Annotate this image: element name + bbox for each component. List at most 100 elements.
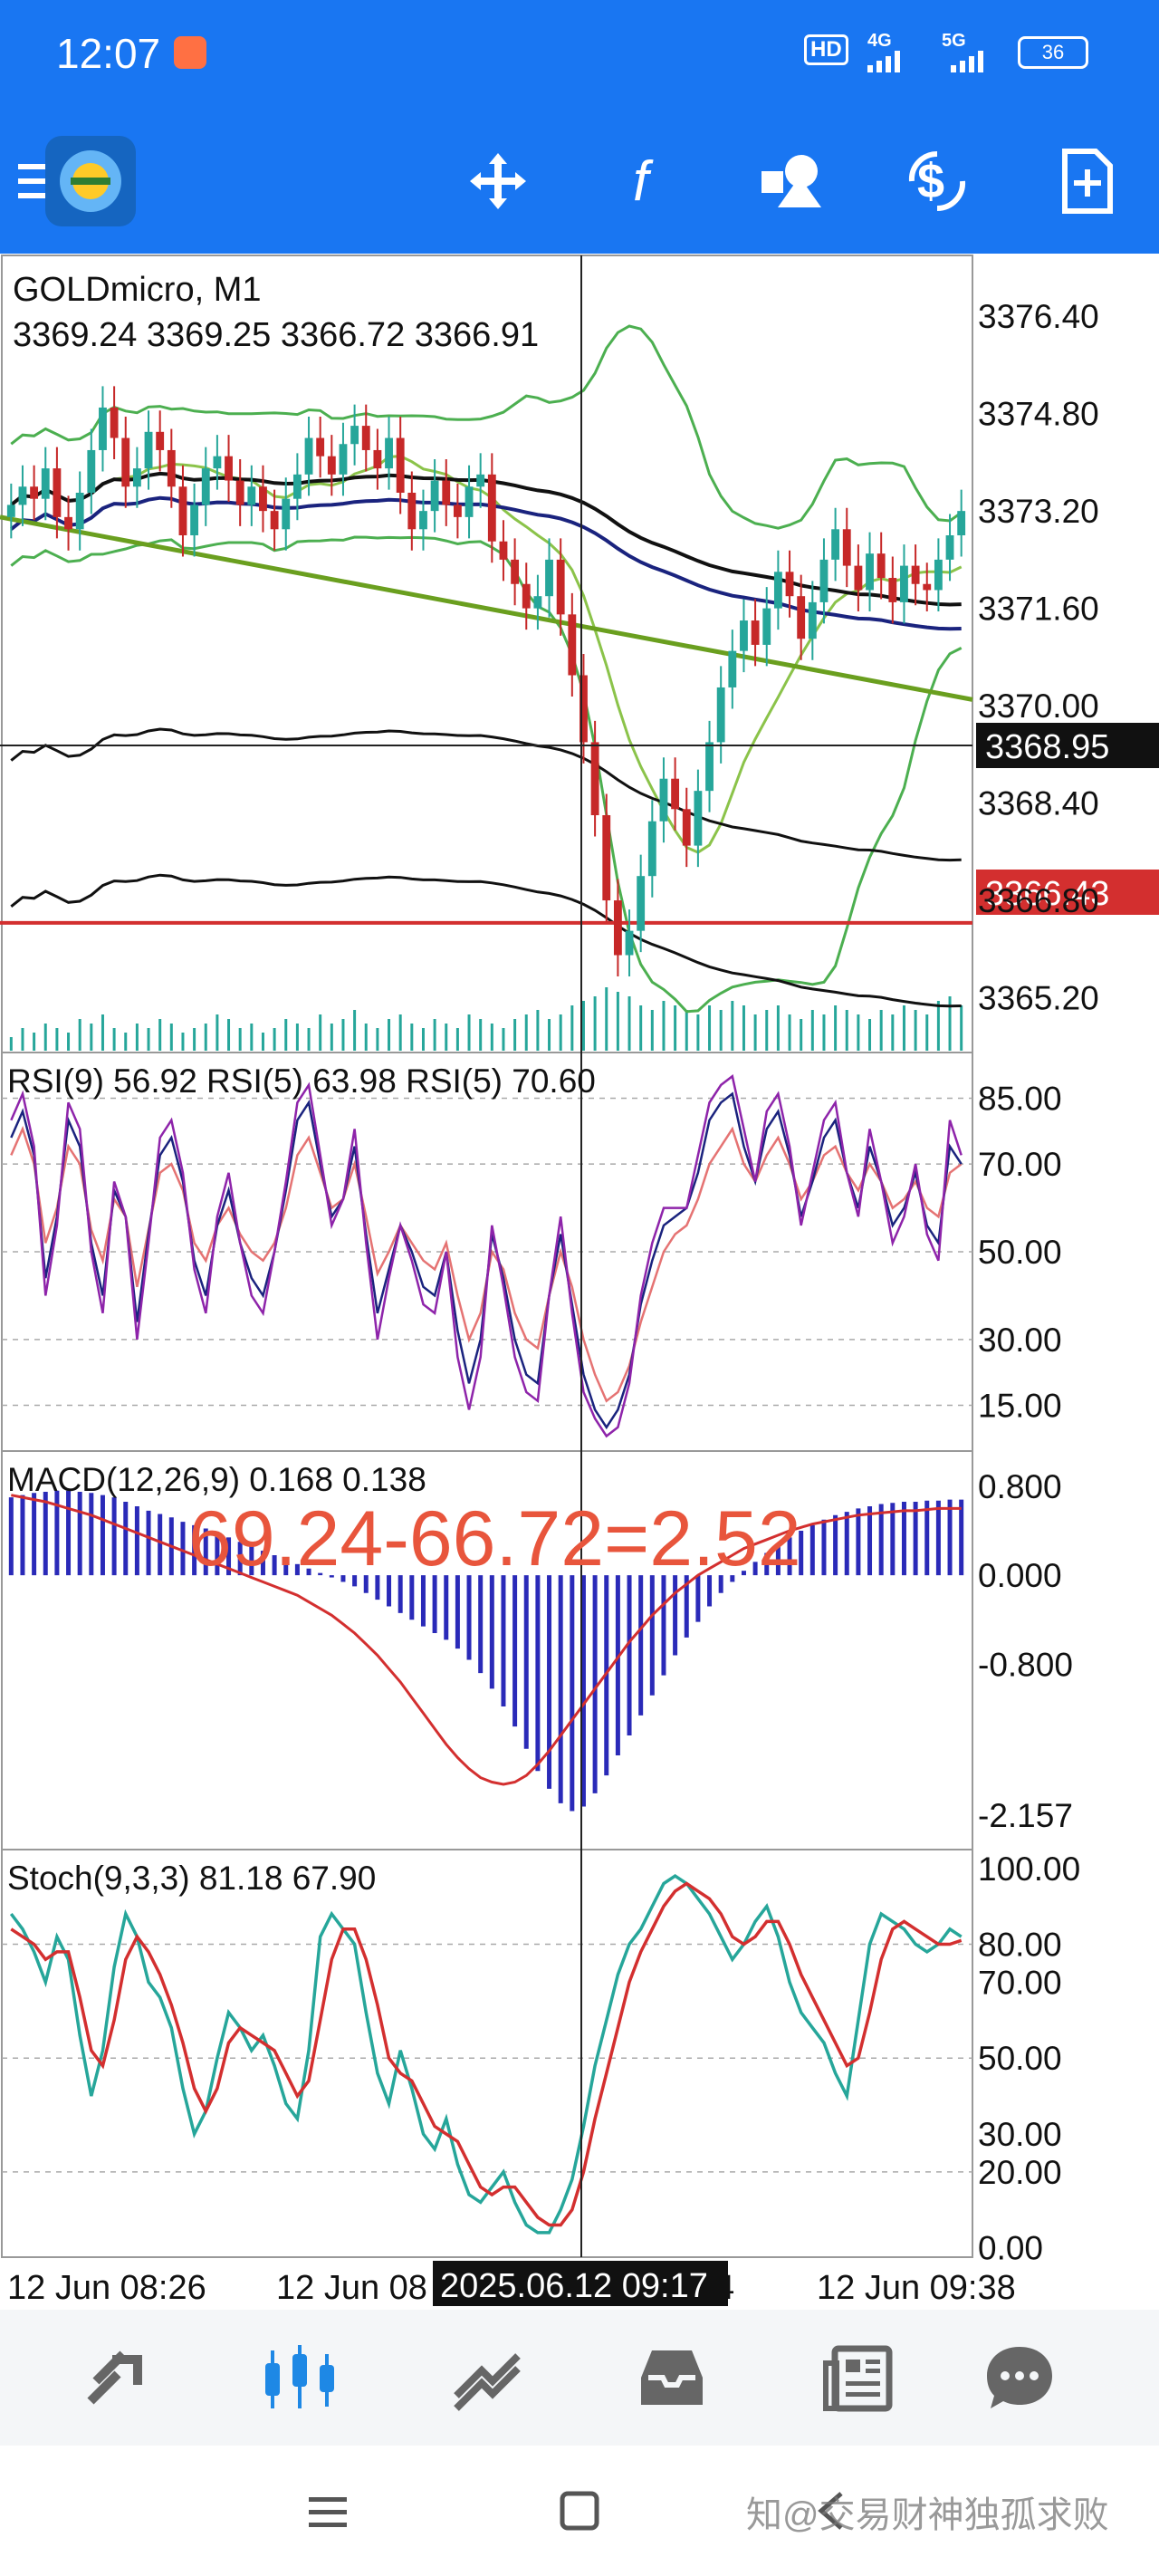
function-icon[interactable]: f	[593, 109, 702, 254]
line-price-label: 3366.43	[985, 875, 1109, 913]
chat-icon[interactable]	[956, 2310, 1083, 2446]
candle-body-47	[545, 559, 553, 597]
chart-area[interactable]: 85.00 70.00 50.00 30.00 15.00 0.800 0.000 -0.8…	[0, 254, 1159, 2310]
candle-body-31	[361, 426, 370, 450]
stoch-d-line	[10, 1881, 963, 2227]
candle-body-68	[785, 572, 794, 597]
rsi-y-tick-3: 30.00	[978, 1322, 1062, 1359]
candle-body-18	[213, 456, 222, 469]
recent-apps-icon[interactable]	[283, 2446, 373, 2576]
candle-body-14	[167, 449, 176, 487]
time-label-2: 12 Jun 08	[276, 2269, 427, 2307]
main-y-tick-5: 3368.40	[978, 785, 1099, 822]
bollinger-upper	[10, 324, 963, 530]
candle-body-24	[282, 498, 291, 530]
candle-body-53	[613, 900, 622, 956]
candle-body-26	[304, 437, 313, 475]
candle-body-65	[751, 620, 760, 645]
candle-body-27	[316, 437, 325, 457]
main-price-layer	[0, 324, 973, 1051]
chart-canvas[interactable]: 85.00 70.00 50.00 30.00 15.00 0.800 0.000 -0.8…	[0, 254, 1159, 2310]
back-icon[interactable]	[786, 2446, 876, 2576]
candle-body-4	[53, 468, 62, 517]
candle-body-16	[190, 505, 199, 536]
history-icon[interactable]	[608, 2310, 735, 2446]
svg-text:f: f	[633, 150, 654, 213]
signal-4g-icon	[867, 49, 913, 77]
battery-icon: 36	[1018, 36, 1088, 69]
candle-body-43	[499, 541, 508, 560]
signal-5g-icon	[942, 49, 996, 77]
candle-body-7	[87, 449, 96, 493]
chart-icon[interactable]	[237, 2310, 364, 2446]
macd-y-tick-2: -0.800	[978, 1646, 1073, 1683]
battery-level: 36	[1041, 41, 1065, 63]
toolbar: f $	[0, 109, 1159, 254]
candle-body-81	[934, 559, 943, 591]
candle-body-11	[132, 468, 141, 487]
candle-body-79	[911, 565, 920, 584]
candle-body-66	[762, 608, 771, 645]
stoch-y-tick-0: 100.00	[978, 1850, 1080, 1888]
trade-nav-icon[interactable]	[424, 2310, 551, 2446]
candle-body-82	[945, 535, 954, 560]
line-price-tag	[976, 870, 1159, 915]
main-y-tick-0: 3376.40	[978, 298, 1099, 335]
candle-body-8	[99, 407, 107, 450]
candle-body-64	[740, 620, 748, 651]
candle-body-74	[854, 565, 863, 591]
macd-title: MACD(12,26,9) 0.168 0.138	[7, 1461, 426, 1498]
candle-body-25	[292, 474, 302, 499]
bollinger-middle	[10, 455, 963, 854]
candle-body-83	[957, 511, 966, 536]
menu-icon[interactable]	[0, 109, 81, 254]
candle-body-63	[728, 650, 737, 687]
rsi-line-0	[10, 1125, 963, 1403]
candle-body-15	[178, 486, 187, 536]
trade-icon[interactable]: $	[883, 109, 991, 254]
bottom-navigation	[0, 2310, 1159, 2446]
objects-icon[interactable]	[738, 109, 847, 254]
stoch-pane-frame	[1, 1849, 973, 2258]
candle-body-58	[671, 778, 680, 810]
hd-badge: HD	[804, 34, 848, 65]
main-y-tick-4: 3370.00	[978, 687, 1099, 725]
candle-body-59	[682, 809, 691, 846]
candle-body-22	[259, 486, 267, 512]
rsi-y-tick-1: 70.00	[978, 1146, 1062, 1183]
candle-body-67	[773, 572, 782, 609]
bollinger-lower	[10, 535, 963, 1014]
crosshair-time-tag	[433, 2261, 728, 2306]
candle-body-10	[121, 437, 130, 487]
main-y-tick-6: 3366.80	[978, 882, 1099, 919]
trendline	[0, 514, 973, 702]
candle-body-70	[808, 601, 817, 639]
signal-5g-label: 5G	[942, 31, 966, 51]
candle-body-1	[18, 486, 27, 505]
envelope-lower	[10, 873, 962, 1008]
main-y-tick-7: 3365.20	[978, 980, 1099, 1017]
stoch-title: Stoch(9,3,3) 81.18 67.90	[7, 1860, 376, 1897]
candle-body-6	[75, 492, 84, 530]
candle-body-2	[30, 486, 39, 499]
time-label-4: 12 Jun 09:38	[817, 2269, 1016, 2307]
news-icon[interactable]	[795, 2310, 922, 2446]
candle-body-51	[590, 742, 599, 816]
bid-price-tag	[976, 723, 1159, 768]
candle-body-34	[396, 437, 405, 493]
main-y-tick-2: 3373.20	[978, 493, 1099, 530]
home-icon[interactable]	[534, 2446, 625, 2576]
quotes-icon[interactable]	[54, 2310, 181, 2446]
new-order-icon[interactable]	[1032, 109, 1141, 254]
candle-body-3	[41, 468, 50, 499]
app-logo[interactable]	[36, 109, 145, 254]
candle-body-69	[797, 596, 806, 639]
candle-body-62	[716, 687, 725, 743]
candle-body-45	[522, 583, 531, 609]
candle-body-42	[487, 474, 496, 542]
ohlc-label: 3369.24 3369.25 3366.72 3366.91	[13, 316, 539, 354]
crosshair-icon[interactable]	[444, 109, 552, 254]
candle-body-12	[144, 431, 153, 469]
candle-body-50	[580, 675, 588, 743]
